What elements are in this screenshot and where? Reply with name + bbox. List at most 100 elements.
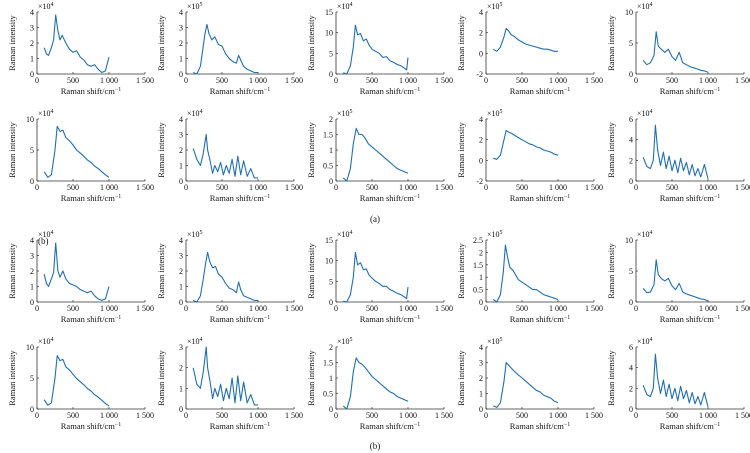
x-tick-label: 1 500 xyxy=(585,76,603,85)
y-tick-label: 3 xyxy=(179,252,183,261)
x-tick-label: 1 500 xyxy=(585,411,603,420)
x-tick-label: 1 000 xyxy=(399,411,417,420)
y-tick-label: 0 xyxy=(329,405,333,414)
x-tick-label: 1 000 xyxy=(399,183,417,192)
panel-b-10: 0 500 1 000 1 500 0 2 4 6 ×104 Raman shift/cm−1 Ra… xyxy=(606,337,750,431)
panel-a-2: 0 500 1 000 1 500 0 1 2 3 4 ×105 Raman shift/cm−1 R… xyxy=(156,2,303,96)
x-tick-label: 500 xyxy=(666,304,678,313)
y-exponent-label: ×105 xyxy=(487,2,503,11)
y-tick-label: 0.5 xyxy=(473,286,483,295)
x-tick-label: 500 xyxy=(366,304,378,313)
x-axis-label: Raman shift/cm−1 xyxy=(510,314,570,324)
y-tick-label: 4 xyxy=(479,8,483,17)
y-tick-label: 0 xyxy=(479,156,483,165)
y-exponent-label: ×104 xyxy=(38,2,54,11)
caption-b: (b) xyxy=(370,441,381,451)
x-tick-label: 500 xyxy=(67,411,79,420)
y-tick-label: 0 xyxy=(179,177,183,186)
x-tick-label: 500 xyxy=(666,411,678,420)
y-axis-label: Raman intensity xyxy=(7,350,17,406)
x-tick-label: 1 000 xyxy=(100,183,118,192)
y-axis-label: Raman intensity xyxy=(7,243,17,299)
y-exponent-label: ×105 xyxy=(337,337,353,346)
y-tick-label: 2 xyxy=(479,136,483,145)
x-tick-label: 1 500 xyxy=(735,411,750,420)
y-exponent-label: ×104 xyxy=(637,109,653,118)
x-tick-label: 1 500 xyxy=(435,183,453,192)
x-tick-label: 500 xyxy=(516,411,528,420)
y-tick-label: 2 xyxy=(629,156,633,165)
spectrum-line xyxy=(43,355,110,407)
y-tick-label: 2 xyxy=(179,146,183,155)
y-tick-label: 1 xyxy=(329,374,333,383)
spectrum-line xyxy=(492,27,558,52)
x-tick-label: 500 xyxy=(216,76,228,85)
y-tick-label: 1 xyxy=(179,283,183,292)
x-axis-label: Raman shift/cm−1 xyxy=(61,86,121,96)
panel-b-5: 0 500 1 000 1 500 0 5 10 ×104 Raman shift/cm−1 Ra… xyxy=(606,230,750,324)
y-exponent-label: ×105 xyxy=(187,2,203,11)
x-tick-label: 1 000 xyxy=(699,304,717,313)
y-axis-label: Raman intensity xyxy=(606,243,616,299)
x-tick-label: 1 500 xyxy=(285,411,303,420)
x-tick-label: 1 000 xyxy=(249,304,267,313)
y-exponent-label: ×104 xyxy=(637,2,653,11)
spectrum-line xyxy=(343,24,409,75)
y-tick-label: 2 xyxy=(479,248,483,257)
y-tick-label: 3 xyxy=(179,343,183,352)
y-axis-label: Raman intensity xyxy=(606,15,616,71)
x-axis-label: Raman shift/cm−1 xyxy=(660,86,720,96)
y-tick-label: 15 xyxy=(325,8,333,17)
y-tick-label: 4 xyxy=(179,236,183,245)
y-tick-label: 10 xyxy=(625,8,633,17)
y-tick-label: 3 xyxy=(479,359,483,368)
y-tick-label: 0 xyxy=(479,405,483,414)
y-exponent-label: ×105 xyxy=(187,230,203,239)
y-tick-label: 0 xyxy=(629,177,633,186)
x-tick-label: 500 xyxy=(366,411,378,420)
y-exponent-label: ×104 xyxy=(38,109,54,118)
x-tick-label: 1 500 xyxy=(735,76,750,85)
y-tick-label: 2 xyxy=(329,343,333,352)
y-tick-label: 1 xyxy=(30,55,34,64)
y-tick-label: 0 xyxy=(329,177,333,186)
y-tick-label: 2 xyxy=(179,39,183,48)
y-axis-label: Raman intensity xyxy=(456,15,466,71)
y-tick-label: 0 xyxy=(629,70,633,79)
x-tick-label: 0 xyxy=(184,76,188,85)
spectrum-line xyxy=(192,133,258,179)
x-tick-label: 500 xyxy=(366,183,378,192)
x-tick-label: 1 500 xyxy=(585,183,603,192)
x-tick-label: 1 000 xyxy=(549,76,567,85)
x-tick-label: 0 xyxy=(35,304,39,313)
y-axis-label: Raman intensity xyxy=(306,350,316,406)
y-axis-label: Raman intensity xyxy=(306,243,316,299)
x-tick-label: 0 xyxy=(484,76,488,85)
x-tick-label: 500 xyxy=(67,183,79,192)
y-tick-label: 1.5 xyxy=(473,261,483,270)
x-tick-label: 1 500 xyxy=(136,411,154,420)
panel-a-6: 0 500 1 000 1 500 0 5 10 ×104 Raman shift/cm−1 Ra… xyxy=(7,109,154,203)
y-exponent-label: ×104 xyxy=(38,337,54,346)
y-tick-label: 2 xyxy=(179,267,183,276)
x-tick-label: 500 xyxy=(516,183,528,192)
x-tick-label: 0 xyxy=(334,183,338,192)
x-axis-label: Raman shift/cm−1 xyxy=(61,421,121,431)
y-tick-label: 1 xyxy=(30,283,34,292)
panel-a-5: 0 500 1 000 1 500 0 5 10 ×104 Raman shift/cm−1 Ra… xyxy=(606,2,750,96)
spectrum-line xyxy=(642,124,709,180)
y-exponent-label: ×104 xyxy=(38,230,54,239)
y-tick-label: 4 xyxy=(479,115,483,124)
x-tick-label: 0 xyxy=(334,76,338,85)
x-tick-label: 0 xyxy=(35,183,39,192)
spectrum-line xyxy=(642,31,709,73)
x-tick-label: 1 000 xyxy=(549,183,567,192)
x-tick-label: 500 xyxy=(516,304,528,313)
spectrum-line xyxy=(192,23,258,75)
y-tick-label: 0.5 xyxy=(323,162,333,171)
x-tick-label: 0 xyxy=(634,411,638,420)
y-tick-label: 0 xyxy=(329,70,333,79)
x-tick-label: 500 xyxy=(366,76,378,85)
spectrum-line xyxy=(492,244,559,303)
